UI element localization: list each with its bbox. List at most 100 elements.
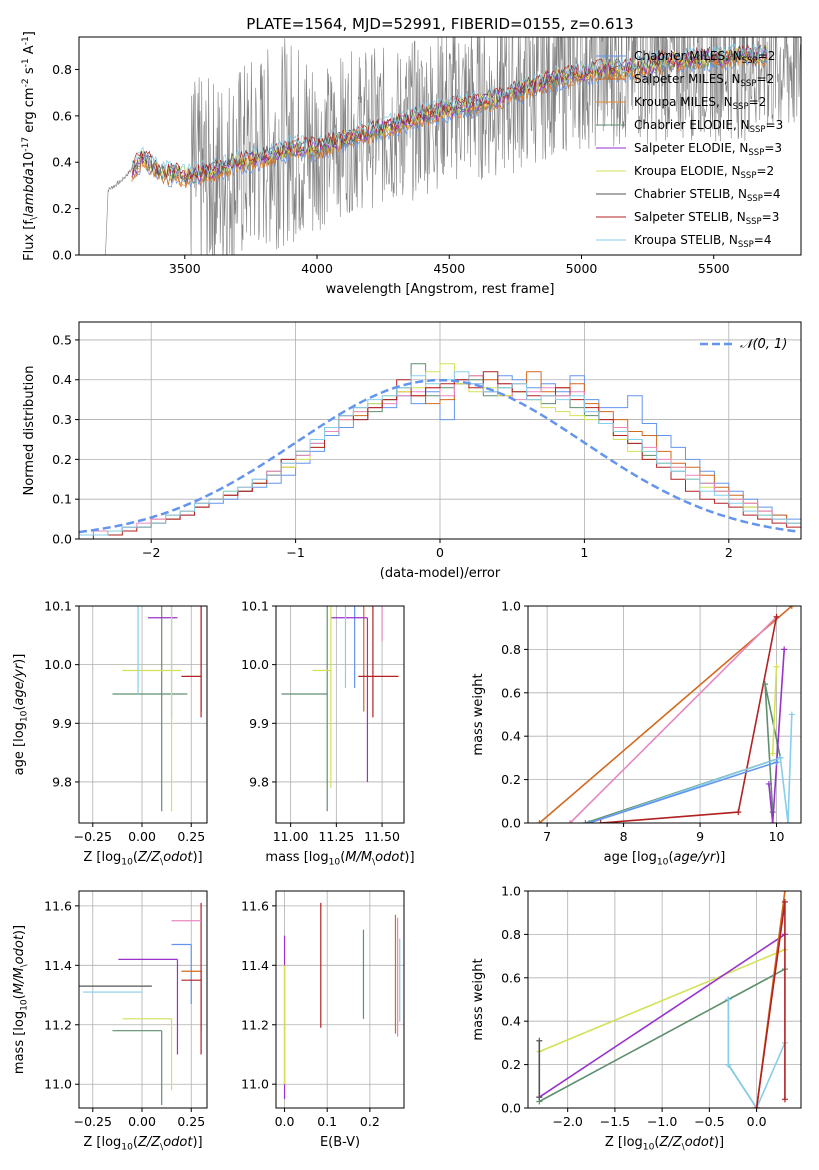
weight-line-7 (588, 761, 777, 823)
normal-curve (79, 378, 799, 534)
x-tick-label: −2.0 (552, 1114, 582, 1129)
spectrum-axes: 3500 4000 4500 5000 5500 0.0 0.2 0.4 0.6 0.8 wavel… (21, 15, 802, 297)
axes-frame (527, 605, 802, 824)
weight-line-1 (538, 933, 786, 1098)
weight-line-0 (538, 948, 786, 1053)
y-tick-label: 0.0 (501, 1101, 521, 1116)
axes-frame (78, 890, 208, 1109)
weight-marker (582, 820, 589, 823)
y-tick-label: 1.0 (501, 884, 521, 899)
y-axis-label: mass weight (471, 673, 486, 755)
weight-marker (536, 1094, 543, 1101)
weight-line-2 (600, 616, 778, 823)
x-tick-label: 7 (543, 829, 551, 844)
y-tick-label: 0.4 (52, 372, 72, 387)
x-tick-label: 9 (696, 829, 704, 844)
y-tick-label: 10.0 (241, 657, 269, 672)
mass-vs-metallicity-axes: −0.25 0.00 0.25 11.0 11.2 11.4 11.6 Z [log10(Z/… (12, 890, 208, 1152)
plot-area (79, 363, 801, 539)
y-tick-label: 11.6 (44, 898, 72, 913)
x-tick-label: −0.25 (74, 1114, 112, 1129)
y-axis-label: mass weight (471, 958, 486, 1040)
weight-marker (762, 681, 769, 688)
y-tick-label: 10.1 (44, 599, 72, 614)
weight-marker (725, 996, 732, 1003)
x-axis-label: Z [log10(Z/Z\odot)] (605, 1135, 724, 1152)
legend-label: Kroupa ELODIE, NSSP=2 (634, 164, 774, 181)
plot-area (79, 902, 202, 1106)
weight-marker (769, 820, 776, 823)
axes-frame (78, 36, 802, 256)
plot-area (105, 37, 801, 255)
model-spectrum-8 (131, 42, 767, 177)
x-axis-label: Z [log10(Z/Z\odot)] (83, 850, 202, 867)
axes-frame (527, 890, 802, 1109)
weight-line-3 (727, 999, 786, 1108)
y-tick-label: 0.1 (52, 492, 72, 507)
x-tick-label: 8 (620, 829, 628, 844)
x-tick-label: 4000 (301, 261, 333, 276)
y-tick-label: 0.2 (52, 201, 72, 216)
x-tick-label: −1.5 (600, 1114, 630, 1129)
x-axis-label: mass [log10(M/M\odot)] (265, 850, 414, 867)
x-tick-label: 0.00 (128, 829, 156, 844)
x-tick-label: 0.0 (275, 1114, 295, 1129)
weight-marker (773, 613, 780, 620)
y-tick-label: 0.5 (52, 332, 72, 347)
y-tick-label: 9.8 (52, 774, 72, 789)
x-tick-label: 11.25 (318, 829, 354, 844)
weight-line-3 (585, 683, 782, 823)
y-tick-label: 11.2 (241, 1017, 269, 1032)
x-tick-label: 10 (769, 829, 785, 844)
y-tick-label: 11.0 (44, 1077, 72, 1092)
axes-frame (275, 605, 405, 824)
weight-marker (725, 1061, 732, 1068)
x-tick-label: 0 (436, 545, 444, 560)
x-tick-label: 0.00 (128, 1114, 156, 1129)
mass-weight-vs-age-axes: 7 8 9 10 0.0 0.2 0.4 0.6 0.8 1.0 age [log10(age/yr… (471, 599, 802, 867)
weight-marker (781, 646, 788, 653)
x-tick-label: 0.25 (177, 1114, 205, 1129)
x-axis-label: (data-model)/error (380, 566, 501, 581)
x-tick-label: 5500 (698, 261, 730, 276)
y-tick-label: 0.2 (501, 1057, 521, 1072)
y-tick-label: 10.0 (44, 657, 72, 672)
y-tick-label: 0.2 (501, 772, 521, 787)
y-tick-label: 0.6 (501, 685, 521, 700)
weight-marker (536, 820, 543, 823)
y-tick-label: 11.6 (241, 898, 269, 913)
weight-line-5 (771, 666, 778, 754)
y-axis-label: Normed distribution (22, 366, 37, 496)
x-tick-label: 0.1 (317, 1114, 337, 1129)
weight-line-0 (538, 606, 793, 823)
x-tick-label: 11.00 (273, 829, 309, 844)
plot-area (112, 606, 202, 812)
x-tick-label: 11.50 (364, 829, 400, 844)
y-tick-label: 9.9 (52, 716, 72, 731)
y-tick-label: 0.8 (501, 927, 521, 942)
weight-marker (769, 750, 776, 757)
y-tick-label: 0.4 (501, 729, 521, 744)
histogram-5 (79, 371, 801, 539)
x-tick-label: −1.0 (647, 1114, 677, 1129)
y-axis-label: age [log10(age/yr)] (12, 654, 29, 776)
y-axis-label: Flux [f\lambda10-17 erg cm-2 s-1 A-1] (21, 31, 39, 261)
weight-marker (781, 1096, 788, 1103)
y-tick-label: 0.0 (52, 248, 72, 263)
mass-weight-vs-metallicity-axes: −2.0 −1.5 −1.0 −0.5 0.0 0.0 0.2 0.4 0.6 0.8 1.0 Z [… (471, 884, 802, 1152)
weight-marker (735, 809, 742, 816)
y-tick-label: 10.1 (241, 599, 269, 614)
y-tick-label: 0.4 (52, 155, 72, 170)
weight-line-4 (768, 649, 785, 823)
weight-marker (536, 1037, 543, 1044)
weight-marker (777, 754, 784, 761)
y-tick-label: 1.0 (501, 599, 521, 614)
legend-label: Salpeter ELODIE, NSSP=3 (634, 141, 782, 158)
axes-frame (275, 890, 405, 1109)
weight-line-1 (569, 616, 778, 823)
x-tick-label: −0.25 (74, 829, 112, 844)
y-tick-label: 0.4 (501, 1014, 521, 1029)
plot-area (281, 606, 399, 812)
plot-area (536, 606, 795, 823)
y-tick-label: 11.2 (44, 1017, 72, 1032)
